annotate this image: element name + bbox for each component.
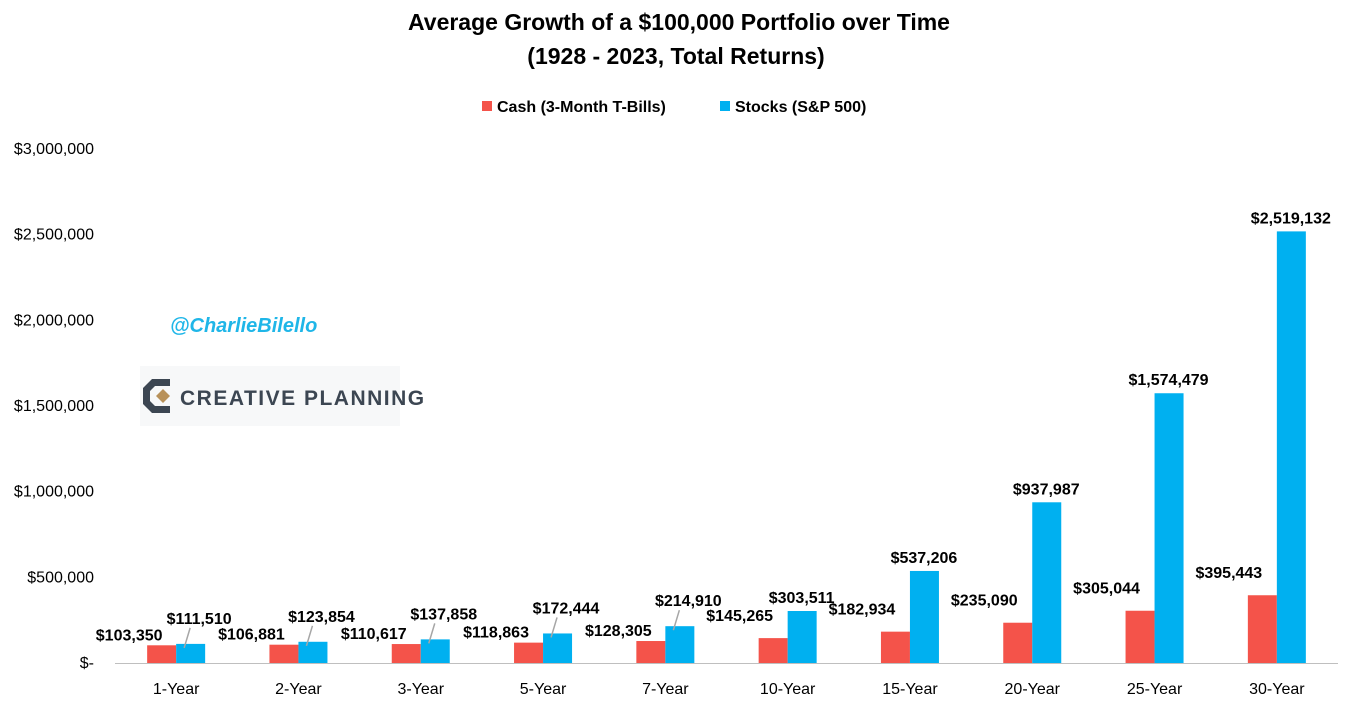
bar-cash — [147, 645, 177, 663]
bar-cash — [758, 638, 788, 663]
data-label-cash: $128,305 — [585, 623, 652, 640]
data-label-cash: $182,934 — [829, 602, 896, 619]
legend-swatch-cash — [482, 101, 492, 111]
y-tick-label: $1,500,000 — [14, 398, 94, 415]
x-tick-label: 2-Year — [275, 681, 322, 698]
bar-stocks — [543, 633, 573, 663]
chart-title-line1: Average Growth of a $100,000 Portfolio o… — [408, 9, 950, 35]
bar-cash — [636, 641, 666, 663]
logo-wordmark: CREATIVE PLANNING — [180, 387, 426, 410]
y-tick-label: $- — [80, 655, 94, 672]
bar-cash — [1125, 610, 1155, 663]
bar-stocks — [176, 643, 206, 663]
x-tick-label: 5-Year — [520, 681, 567, 698]
x-tick-label: 25-Year — [1127, 681, 1183, 698]
label-leader-line — [428, 623, 436, 644]
data-label-cash: $118,863 — [463, 625, 529, 642]
data-label-cash: $305,044 — [1073, 581, 1140, 598]
data-label-stocks: $2,519,132 — [1251, 210, 1331, 227]
y-axis: $- $500,000 $1,000,000 $1,500,000 $2,000,000… — [14, 141, 94, 672]
data-label-stocks: $937,987 — [1013, 481, 1080, 498]
x-tick-label: 30-Year — [1249, 681, 1305, 698]
data-label-cash: $235,090 — [951, 593, 1018, 610]
data-labels: $103,350$111,510$106,881$123,854$110,617… — [96, 210, 1331, 644]
bar-cash — [880, 631, 910, 663]
bar-stocks — [909, 570, 939, 663]
watermark: @CharlieBilello CREATIVE PLANNING — [140, 315, 426, 426]
data-label-stocks: $303,511 — [769, 590, 835, 607]
bar-cash — [1247, 595, 1277, 663]
data-label-cash: $110,617 — [341, 626, 407, 643]
legend-label-cash: Cash (3-Month T-Bills) — [497, 99, 666, 116]
y-tick-label: $2,500,000 — [14, 227, 94, 244]
data-label-stocks: $111,510 — [167, 611, 232, 628]
label-leader-lines — [183, 609, 681, 649]
x-tick-label: 15-Year — [882, 681, 938, 698]
bar-stocks — [1276, 231, 1306, 663]
data-label-stocks: $137,858 — [410, 606, 477, 623]
legend-swatch-stocks — [720, 101, 730, 111]
x-tick-label: 1-Year — [153, 681, 200, 698]
twitter-handle: @CharlieBilello — [170, 315, 317, 337]
x-tick-label: 20-Year — [1005, 681, 1061, 698]
x-axis: 1-Year 2-Year 3-Year 5-Year 7-Year 10-Year 15-… — [115, 663, 1338, 698]
x-tick-label: 10-Year — [760, 681, 816, 698]
bar-stocks — [1154, 393, 1184, 663]
label-leader-line — [550, 617, 558, 638]
label-leader-line — [183, 627, 191, 649]
bar-cash — [514, 642, 544, 663]
data-label-cash: $145,265 — [706, 608, 773, 625]
data-label-stocks: $172,444 — [533, 600, 600, 617]
label-leader-line — [672, 609, 681, 631]
bar-cash — [269, 644, 299, 663]
data-label-stocks: $214,910 — [655, 593, 722, 610]
y-tick-label: $2,000,000 — [14, 312, 94, 329]
data-label-stocks: $123,854 — [288, 609, 355, 626]
data-label-cash: $106,881 — [218, 627, 285, 644]
data-label-cash: $395,443 — [1195, 565, 1262, 582]
y-tick-label: $1,000,000 — [14, 484, 94, 501]
data-label-stocks: $1,574,479 — [1129, 372, 1209, 389]
bar-stocks — [787, 610, 817, 663]
label-leader-line — [305, 625, 314, 646]
bar-stocks — [420, 639, 450, 663]
x-tick-label: 7-Year — [642, 681, 689, 698]
x-tick-label: 3-Year — [397, 681, 444, 698]
legend: Cash (3-Month T-Bills) Stocks (S&P 500) — [482, 99, 866, 116]
logo-background — [140, 366, 400, 426]
creative-planning-logo-icon — [143, 379, 170, 413]
y-tick-label: $500,000 — [27, 569, 94, 586]
bars — [147, 231, 1306, 663]
bar-stocks — [298, 641, 328, 663]
legend-label-stocks: Stocks (S&P 500) — [735, 99, 866, 116]
chart-title-line2: (1928 - 2023, Total Returns) — [527, 43, 824, 69]
bar-cash — [391, 644, 421, 663]
y-tick-label: $3,000,000 — [14, 141, 94, 158]
bar-stocks — [1032, 502, 1062, 663]
data-label-cash: $103,350 — [96, 627, 163, 644]
bar-stocks — [665, 626, 695, 663]
bar-cash — [1003, 622, 1033, 663]
data-label-stocks: $537,206 — [891, 550, 958, 567]
